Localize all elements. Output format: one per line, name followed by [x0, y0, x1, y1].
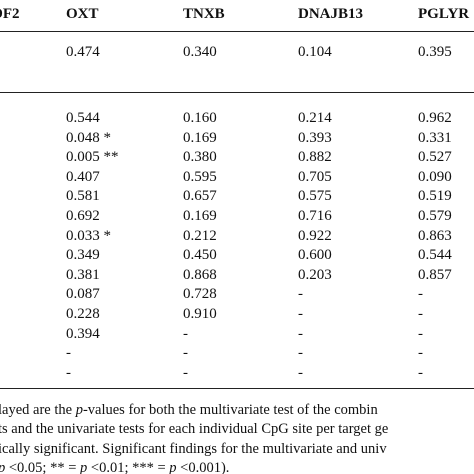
cell: 0.380	[183, 149, 217, 166]
cell: -	[298, 345, 303, 362]
footnote-line: p <0.05; ** = p <0.01; *** = p <0.001).	[0, 459, 229, 474]
footnote-line: ts and the univariate tests for each ind…	[0, 420, 388, 438]
footnote-line: ically significant. Significant findings…	[0, 440, 387, 458]
cell: 0.394	[66, 325, 100, 342]
cell: 0.214	[298, 110, 332, 126]
column-header: DNAJB13	[298, 6, 364, 22]
cell: 0.087	[66, 286, 100, 303]
cell: 0.575	[298, 188, 332, 205]
footnote-text: p	[80, 459, 88, 474]
cell: 0.962	[418, 110, 452, 126]
column-header: OXT	[66, 6, 99, 22]
column-header: DF2	[0, 6, 20, 22]
cell: 0.340	[183, 44, 217, 60]
cell: -	[183, 325, 188, 342]
cell: -	[183, 364, 188, 381]
cell: -	[298, 306, 303, 322]
cell: 0.882	[298, 149, 332, 166]
footnote-text: -values for both the multivariate test o…	[82, 402, 378, 418]
footnote-text: <0.01; *** =	[87, 459, 170, 474]
cell: -	[418, 364, 423, 381]
cell: 0.450	[183, 247, 217, 264]
cell: 0.104	[298, 44, 332, 60]
footnote-text: <0.05; ** =	[5, 459, 81, 474]
header-rule	[0, 31, 474, 32]
cell: 0.395	[418, 44, 452, 60]
footnote-text: ically significant. Significant findings…	[0, 440, 387, 457]
cell: -	[418, 286, 423, 303]
cell: 0.579	[418, 208, 452, 224]
cell: 0.169	[183, 208, 217, 224]
cell: 0.857	[418, 266, 452, 283]
cell: 0.048 *	[66, 129, 111, 146]
cell: 0.716	[298, 208, 332, 224]
cell: 0.868	[183, 266, 217, 283]
cell: -	[66, 364, 71, 381]
footnote-text: p	[169, 459, 177, 474]
cell: 0.527	[418, 149, 452, 166]
footnote-text: p	[75, 402, 83, 418]
cell: 0.033 *	[66, 227, 111, 244]
cell: 0.169	[183, 129, 217, 146]
cell: 0.863	[418, 227, 452, 244]
cell: -	[418, 325, 423, 342]
column-header: TNXB	[183, 6, 225, 22]
cell: 0.381	[66, 266, 100, 283]
cell: 0.657	[183, 188, 217, 205]
footnote-text: ts and the univariate tests for each ind…	[0, 421, 389, 438]
cell: 0.519	[418, 188, 452, 205]
section-rule	[0, 92, 474, 93]
cell: 0.212	[183, 227, 217, 244]
cell: 0.349	[66, 247, 100, 264]
cell: 0.407	[66, 168, 100, 185]
cell: -	[298, 286, 303, 303]
cell: 0.910	[183, 306, 217, 322]
cell: 0.544	[66, 110, 100, 126]
cell: 0.393	[298, 129, 332, 146]
cell: 0.160	[183, 110, 217, 126]
cell: 0.692	[66, 208, 100, 224]
cell: 0.474	[66, 44, 100, 60]
cell: 0.600	[298, 247, 332, 264]
cell: -	[418, 345, 423, 362]
cell: 0.705	[298, 168, 332, 185]
footnote-line: layed are the p-values for both the mult…	[0, 401, 378, 419]
cell: -	[298, 325, 303, 342]
cell: 0.090	[418, 168, 452, 185]
cell: 0.228	[66, 306, 100, 322]
cell: 0.728	[183, 286, 217, 303]
column-header: PGLYR	[418, 6, 470, 22]
cell: 0.544	[418, 247, 452, 264]
cell: 0.203	[298, 266, 332, 283]
footnote-text: layed are the	[0, 402, 76, 418]
cell: -	[66, 345, 71, 362]
footnote-text: p	[0, 460, 5, 474]
cell: 0.331	[418, 129, 452, 146]
cell: 0.922	[298, 227, 332, 244]
bottom-rule	[0, 388, 474, 389]
cell: -	[183, 345, 188, 362]
cell: -	[418, 306, 423, 322]
cell: 0.581	[66, 188, 100, 205]
cell: 0.595	[183, 168, 217, 185]
cell: -	[298, 364, 303, 381]
footnote-text: <0.001).	[176, 459, 230, 474]
cell: 0.005 **	[66, 149, 119, 166]
